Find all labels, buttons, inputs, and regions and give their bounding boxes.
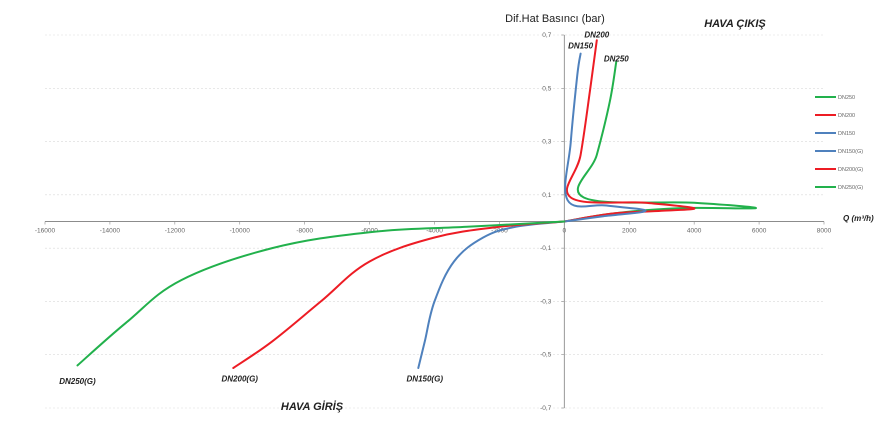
series-annotation: DN150 (568, 41, 593, 50)
y-tick-label: -0,7 (540, 405, 552, 412)
x-tick-label: -16000 (35, 228, 56, 235)
legend: DN250 DN200 DN150 DN150(G) DN200(G) DN250(G) (815, 95, 863, 191)
series-line-dn150 (563, 52, 647, 223)
series-annotation: DN200 (584, 31, 609, 40)
legend-entry: DN200 (838, 113, 855, 119)
axes (44, 34, 825, 409)
x-tick-label: 2000 (622, 228, 637, 235)
y-tick-label: -0,3 (540, 298, 552, 305)
x-tick-label: -8000 (296, 228, 313, 235)
y-tick-label: 0,5 (542, 85, 551, 92)
y-tick-label: 0,1 (542, 192, 551, 199)
series-line-dn200 (563, 39, 696, 223)
legend-entry: DN250 (838, 95, 855, 101)
legend-entry: DN150 (838, 131, 855, 137)
series-line-dn150-g (417, 220, 566, 369)
x-tick-label: 6000 (752, 228, 767, 235)
y-tick-label: -0,1 (540, 245, 552, 252)
series-annotation: DN200(G) (222, 374, 259, 383)
series-annotation: DN250 (604, 55, 629, 64)
x-tick-label: -10000 (230, 228, 251, 235)
x-tick-label: -12000 (165, 228, 186, 235)
x-tick-label: 4000 (687, 228, 702, 235)
series-annotation: DN250(G) (59, 377, 96, 386)
x-tick-label: 0 (563, 228, 567, 235)
x-tick-label: -6000 (361, 228, 378, 235)
x-tick-label: -4000 (426, 228, 443, 235)
header-hava-giris: HAVA GİRİŞ (281, 400, 344, 413)
legend-entry: DN150(G) (838, 149, 863, 155)
legend-entry: DN250(G) (838, 185, 863, 191)
series-line-dn200-g (232, 220, 566, 369)
x-axis-label: Q (m³/h) (843, 214, 874, 223)
x-tick-label: -14000 (100, 228, 121, 235)
series-annotation: DN150(G) (407, 374, 444, 383)
header-hava-cikis: HAVA ÇIKIŞ (704, 18, 766, 30)
chart-title: Dif.Hat Basıncı (bar) (505, 13, 605, 25)
y-tick-label: 0,7 (542, 32, 551, 39)
x-tick-label: 8000 (817, 228, 832, 235)
y-tick-label: 0,3 (542, 139, 551, 146)
series-line-dn250-g (76, 220, 566, 367)
series-lines (76, 39, 757, 369)
legend-entry: DN200(G) (838, 167, 863, 173)
y-tick-label: -0,5 (540, 352, 552, 359)
